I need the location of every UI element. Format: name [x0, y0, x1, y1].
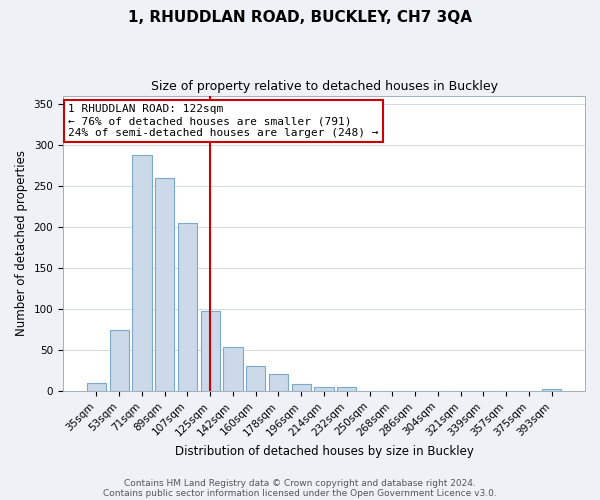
- Text: 1 RHUDDLAN ROAD: 122sqm
← 76% of detached houses are smaller (791)
24% of semi-d: 1 RHUDDLAN ROAD: 122sqm ← 76% of detache…: [68, 104, 379, 138]
- Bar: [200, 312, 220, 391]
- Bar: [110, 330, 129, 391]
- Bar: [314, 387, 334, 391]
- Bar: [132, 156, 152, 391]
- Text: 1, RHUDDLAN ROAD, BUCKLEY, CH7 3QA: 1, RHUDDLAN ROAD, BUCKLEY, CH7 3QA: [128, 10, 472, 25]
- Text: Contains HM Land Registry data © Crown copyright and database right 2024.: Contains HM Land Registry data © Crown c…: [124, 478, 476, 488]
- Bar: [269, 374, 288, 391]
- Bar: [246, 366, 265, 391]
- X-axis label: Distribution of detached houses by size in Buckley: Distribution of detached houses by size …: [175, 444, 473, 458]
- Text: Contains public sector information licensed under the Open Government Licence v3: Contains public sector information licen…: [103, 488, 497, 498]
- Bar: [223, 346, 242, 391]
- Title: Size of property relative to detached houses in Buckley: Size of property relative to detached ho…: [151, 80, 497, 93]
- Y-axis label: Number of detached properties: Number of detached properties: [15, 150, 28, 336]
- Bar: [292, 384, 311, 391]
- Bar: [178, 223, 197, 391]
- Bar: [542, 390, 561, 391]
- Bar: [337, 387, 356, 391]
- Bar: [87, 383, 106, 391]
- Bar: [155, 178, 175, 391]
